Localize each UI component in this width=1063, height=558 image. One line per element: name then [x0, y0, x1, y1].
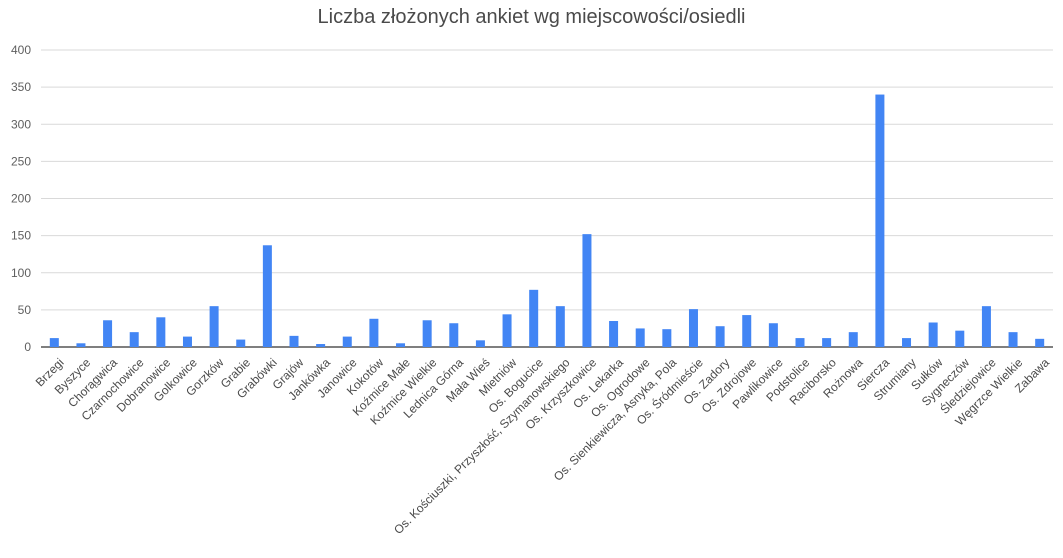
bar [795, 338, 805, 347]
bar [449, 323, 459, 347]
y-tick-label: 300 [11, 117, 31, 131]
bar [209, 306, 219, 347]
bar [1035, 338, 1045, 347]
bar [182, 336, 192, 347]
bar [502, 314, 512, 347]
bar [928, 322, 938, 347]
bar [475, 340, 485, 347]
y-tick-label: 350 [11, 80, 31, 94]
bar [609, 321, 619, 347]
bar [422, 320, 432, 347]
bar [848, 332, 858, 347]
y-tick-label: 250 [11, 154, 31, 168]
bar [342, 336, 352, 347]
y-tick-label: 100 [11, 266, 31, 280]
bar [236, 339, 246, 347]
bar [822, 338, 832, 347]
bar [742, 315, 752, 347]
x-axis-labels: BrzegiByszyceChorągwicaCzarnochowiceDobr… [33, 355, 1053, 537]
bar [582, 234, 592, 347]
bar [555, 306, 565, 347]
bar [103, 320, 113, 347]
bar [529, 289, 539, 347]
bar [396, 343, 406, 347]
bar [316, 344, 326, 347]
y-tick-label: 150 [11, 229, 31, 243]
bar [1008, 332, 1018, 347]
bar [981, 306, 991, 347]
bar [156, 317, 166, 347]
bar [955, 330, 965, 347]
bar [262, 245, 272, 347]
bar [49, 338, 59, 347]
chart-title: Liczba złożonych ankiet wg miejscowości/… [317, 6, 746, 28]
y-axis-ticks: 0 50 100 150 200 250 300 350 400 [11, 43, 31, 354]
bar [688, 309, 698, 347]
bar [635, 328, 645, 347]
y-tick-label: 200 [11, 192, 31, 206]
bar [715, 326, 725, 347]
y-tick-label: 400 [11, 43, 31, 57]
bar [289, 335, 299, 347]
bars [49, 94, 1045, 347]
bar [902, 338, 912, 347]
bar [768, 323, 778, 347]
y-tick-label: 50 [18, 303, 32, 317]
y-tick-label: 0 [24, 340, 31, 354]
bar [129, 332, 139, 347]
bar [662, 329, 672, 347]
bar [76, 343, 86, 347]
bar [369, 318, 379, 347]
bar [875, 94, 885, 347]
gridlines [41, 49, 1053, 348]
